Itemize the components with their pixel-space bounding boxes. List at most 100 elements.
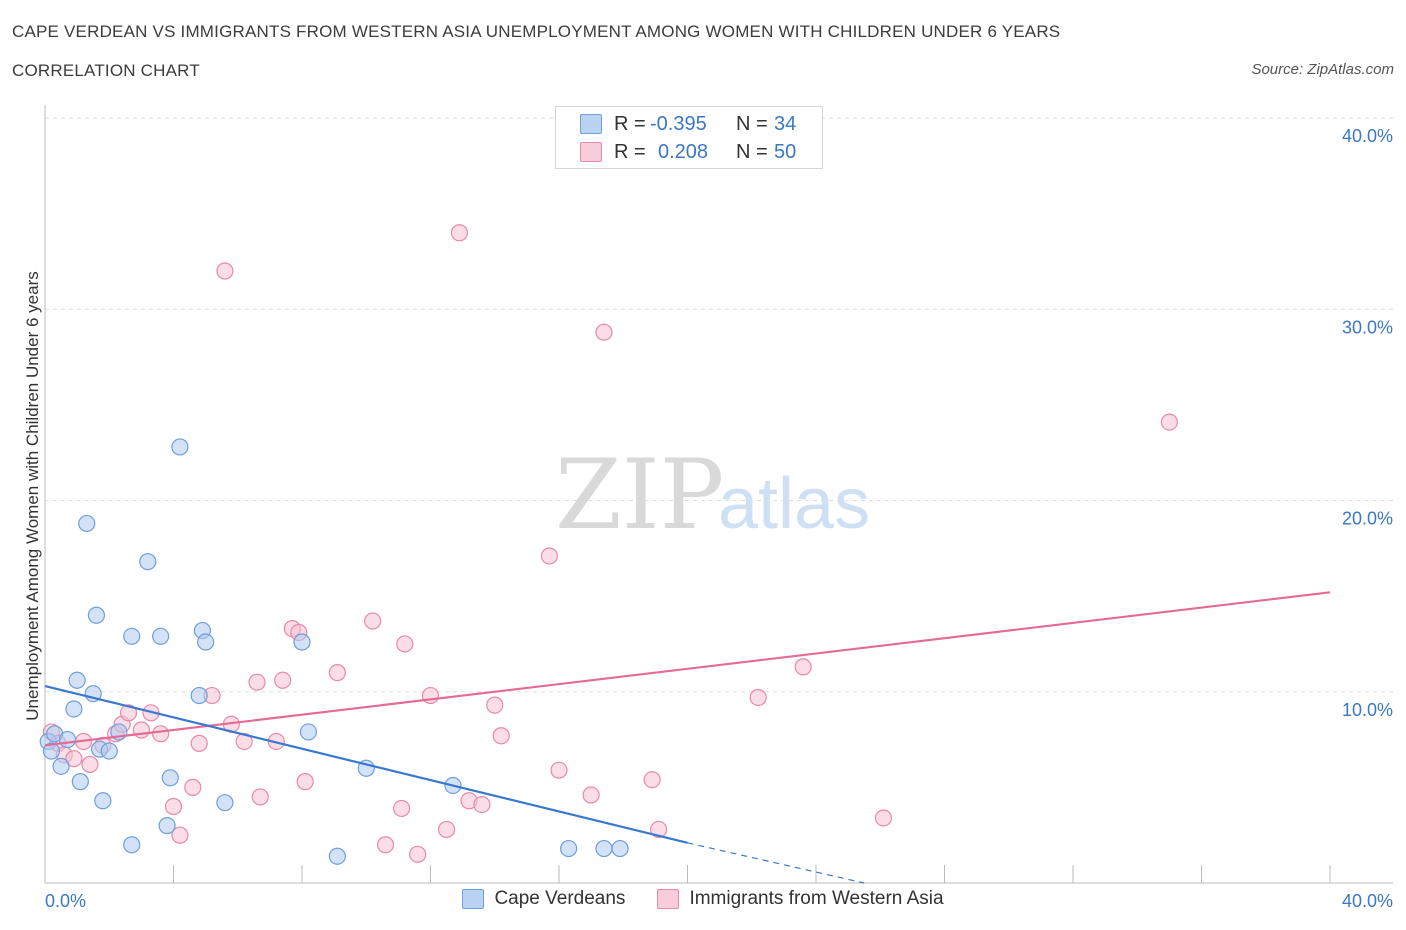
cape-verdeans-point: [65, 700, 83, 718]
legend-r-value: -0.395: [650, 112, 707, 135]
cape-verdeans-point: [560, 839, 578, 858]
series-legend-western-asia: Immigrants from Western Asia: [657, 888, 944, 910]
cape-verdeans-point: [94, 792, 112, 810]
western-asia-point: [296, 773, 314, 791]
western-asia-point: [486, 696, 504, 714]
legend-n-value: 50: [774, 140, 797, 163]
western-asia-point: [437, 820, 456, 839]
cape-verdeans-point: [87, 606, 106, 624]
correlation-legend: R = -0.395 N = 34 R = 0.208 N = 50: [555, 106, 823, 169]
western-asia-point: [794, 658, 812, 676]
y-axis-label: Unemployment Among Women with Children U…: [23, 271, 42, 720]
grid-lines: [45, 117, 1393, 693]
western-asia-point: [132, 721, 150, 739]
cape-verdeans-point: [58, 730, 77, 749]
cape-verdeans-point: [123, 627, 141, 645]
legend-r-label: R =: [614, 140, 646, 163]
y-tick-label: 20.0%: [1342, 509, 1393, 529]
cape-verdeans-point: [299, 723, 318, 741]
western-asia-point: [874, 809, 893, 827]
legend-r-label: R =: [614, 112, 646, 135]
legend-n-label: N =: [736, 140, 768, 163]
western-asia-point: [119, 704, 138, 722]
watermark-zip: ZIP: [555, 439, 724, 551]
cape-verdeans-point: [161, 769, 179, 787]
series-legend-cape-verdeans: Cape Verdeans: [462, 888, 625, 910]
western-asia-point: [749, 688, 767, 707]
watermark: ZIP atlas: [555, 439, 870, 551]
cape-verdeans-point: [71, 773, 89, 791]
cape-verdeans-point: [216, 794, 234, 812]
series-swatch-pink: [657, 889, 680, 909]
y-tick-label: 10.0%: [1342, 700, 1393, 720]
western-asia-point: [396, 635, 414, 653]
cape-verdeans-point: [190, 686, 208, 705]
series-legend-label: Immigrants from Western Asia: [689, 888, 944, 909]
western-asia-point: [216, 262, 234, 280]
series-legend-label: Cape Verdeans: [494, 888, 626, 909]
cape-verdeans-point: [197, 633, 215, 651]
western-asia-point: [164, 797, 183, 816]
western-asia-point: [248, 673, 266, 691]
chart-subtitle: CORRELATION CHART: [12, 61, 200, 80]
cape-verdeans-point: [328, 847, 346, 865]
cape-verdeans-trendline-extension: [687, 842, 865, 884]
western-asia-point: [649, 820, 668, 839]
western-asia-point: [81, 755, 99, 774]
cape-verdeans-point: [158, 817, 176, 835]
cape-verdeans-point: [123, 836, 141, 854]
y-tick-label: 40.0%: [1342, 126, 1393, 146]
western-asia-point: [364, 612, 382, 630]
western-asia-point: [184, 778, 202, 796]
x-tick-label: 40.0%: [1342, 891, 1393, 911]
western-asia-point: [450, 224, 469, 242]
cape-verdeans-point: [78, 514, 96, 533]
series-legend: Cape Verdeans Immigrants from Western As…: [0, 888, 1406, 910]
western-asia-point: [421, 686, 440, 705]
legend-n-value: 34: [774, 112, 797, 135]
western-asia-point: [251, 788, 269, 806]
western-asia-point: [376, 836, 395, 854]
legend-swatch-blue: [580, 114, 602, 134]
western-asia-point: [643, 771, 661, 789]
western-asia-point: [595, 323, 613, 341]
western-asia-point: [274, 671, 292, 689]
western-asia-trendline: [44, 591, 1331, 747]
cape-verdeans-point: [42, 742, 61, 760]
western-asia-point: [492, 727, 510, 745]
cape-verdeans-point: [52, 757, 70, 775]
western-asia-point: [152, 725, 170, 743]
cape-verdeans-point: [611, 839, 629, 858]
western-asia-point: [328, 664, 346, 682]
western-asia-point: [235, 732, 253, 751]
western-asia-point: [171, 826, 189, 844]
western-asia-point: [190, 734, 208, 752]
western-asia-point: [550, 761, 568, 779]
western-asia-point: [65, 750, 83, 768]
western-asia-point: [582, 786, 600, 804]
cape-verdeans-point: [152, 627, 170, 645]
legend-row-cape-verdeans: R = -0.395 N = 34: [580, 110, 796, 138]
cape-verdeans-trendline: [44, 684, 688, 844]
western-asia-point: [409, 845, 427, 863]
western-asia-point: [392, 799, 411, 818]
watermark-atlas: atlas: [718, 464, 870, 544]
series-swatch-blue: [462, 889, 485, 909]
y-tick-label: 30.0%: [1342, 317, 1393, 337]
western-asia-point: [473, 795, 491, 814]
legend-n-label: N =: [736, 112, 768, 135]
cape-verdeans-point: [293, 633, 311, 651]
source-credit: Source: ZipAtlas.com: [1251, 61, 1394, 78]
legend-row-western-asia: R = 0.208 N = 50: [580, 138, 796, 166]
x-tick-label: 0.0%: [45, 891, 86, 911]
cape-verdeans-point: [100, 742, 118, 760]
cape-verdeans-point: [171, 438, 189, 456]
cape-verdeans-point: [139, 553, 157, 571]
legend-swatch-pink: [580, 142, 602, 162]
chart-title: CAPE VERDEAN VS IMMIGRANTS FROM WESTERN …: [12, 22, 1061, 41]
western-asia-point: [1160, 413, 1178, 431]
legend-r-value: 0.208: [658, 140, 709, 163]
cape-verdeans-point: [595, 839, 613, 858]
cape-verdeans-point: [68, 671, 86, 689]
